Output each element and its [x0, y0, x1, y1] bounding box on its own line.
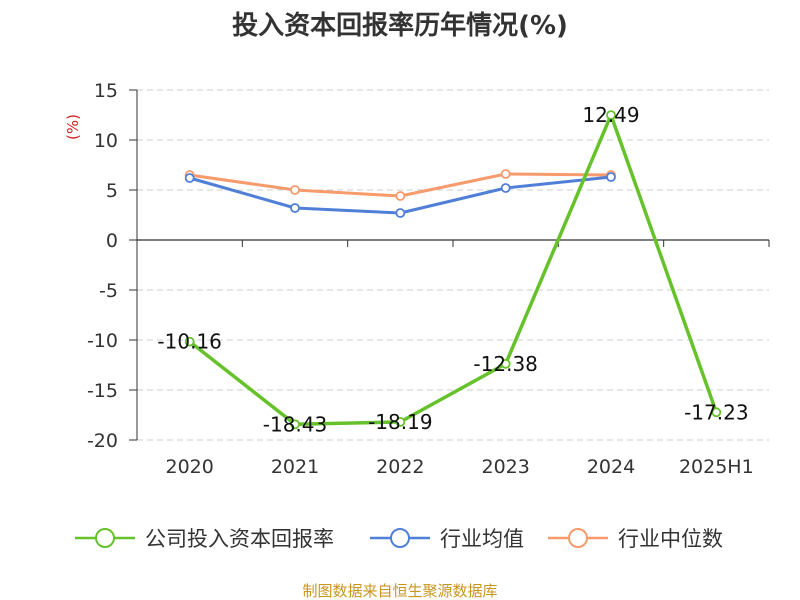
- legend-label: 公司投入资本回报率: [145, 527, 334, 551]
- data-label: 12.49: [582, 103, 639, 127]
- series-1: [184, 172, 616, 218]
- data-point: [290, 203, 300, 213]
- legend: 公司投入资本回报率 行业均值 行业中位数: [75, 527, 723, 551]
- y-tick-label: -20: [87, 430, 118, 452]
- y-tick-label: -10: [87, 330, 118, 352]
- data-point: [290, 185, 300, 195]
- y-tick-label: 15: [94, 80, 118, 102]
- data-label: -12.38: [473, 352, 537, 376]
- x-tick-label: 2021: [271, 456, 319, 478]
- data-label: -18.43: [263, 412, 327, 436]
- data-point: [606, 172, 616, 182]
- data-point: [395, 416, 406, 427]
- series-lines: [184, 110, 722, 430]
- data-point: [395, 208, 406, 218]
- y-tick-label: 10: [94, 130, 118, 152]
- source-note: 制图数据来自恒生聚源数据库: [302, 582, 497, 600]
- series-line: [187, 113, 719, 427]
- x-tick-label: 2023: [481, 456, 529, 478]
- data-point: [500, 358, 511, 369]
- data-point: [395, 191, 406, 201]
- data-point: [500, 169, 511, 179]
- data-point: [500, 183, 511, 193]
- y-tick-label: 0: [106, 230, 118, 252]
- data-point: [606, 110, 616, 120]
- data-point: [711, 407, 722, 418]
- series-0: [184, 110, 722, 430]
- legend-swatch-marker: [390, 528, 410, 548]
- y-tick-label: 5: [106, 180, 118, 202]
- legend-swatch-marker: [568, 528, 588, 548]
- chart-title: 投入资本回报率历年情况(%): [232, 10, 568, 41]
- data-label: -10.16: [157, 330, 221, 354]
- x-tick-label: 2024: [587, 456, 635, 478]
- y-tick-label: -15: [87, 380, 118, 402]
- data-point: [184, 336, 195, 347]
- axes: 15 10 5 0 -5 -10 -15 -20 2020 2021 2022 2023 2024 202…: [87, 80, 770, 478]
- data-point: [184, 173, 195, 183]
- legend-swatch-marker: [95, 528, 115, 548]
- data-labels: -10.16 -18.43 -18.19 -12.38 12.49 -17.23: [157, 103, 748, 436]
- legend-item-2: 行业中位数: [548, 527, 723, 551]
- data-label: -18.19: [368, 410, 432, 434]
- data-point: [290, 419, 300, 430]
- x-tick-label: 2022: [376, 456, 424, 478]
- x-tick-label: 2025H1: [679, 456, 754, 478]
- y-axis-unit-label: (%): [64, 114, 82, 140]
- legend-label: 行业中位数: [618, 527, 723, 551]
- legend-item-0: 公司投入资本回报率: [75, 527, 334, 551]
- grid-lines: [137, 89, 769, 441]
- data-label: -17.23: [684, 400, 748, 424]
- legend-label: 行业均值: [440, 527, 524, 551]
- y-tick-label: -5: [99, 280, 118, 302]
- x-tick-label: 2020: [165, 456, 213, 478]
- legend-item-1: 行业均值: [370, 527, 524, 551]
